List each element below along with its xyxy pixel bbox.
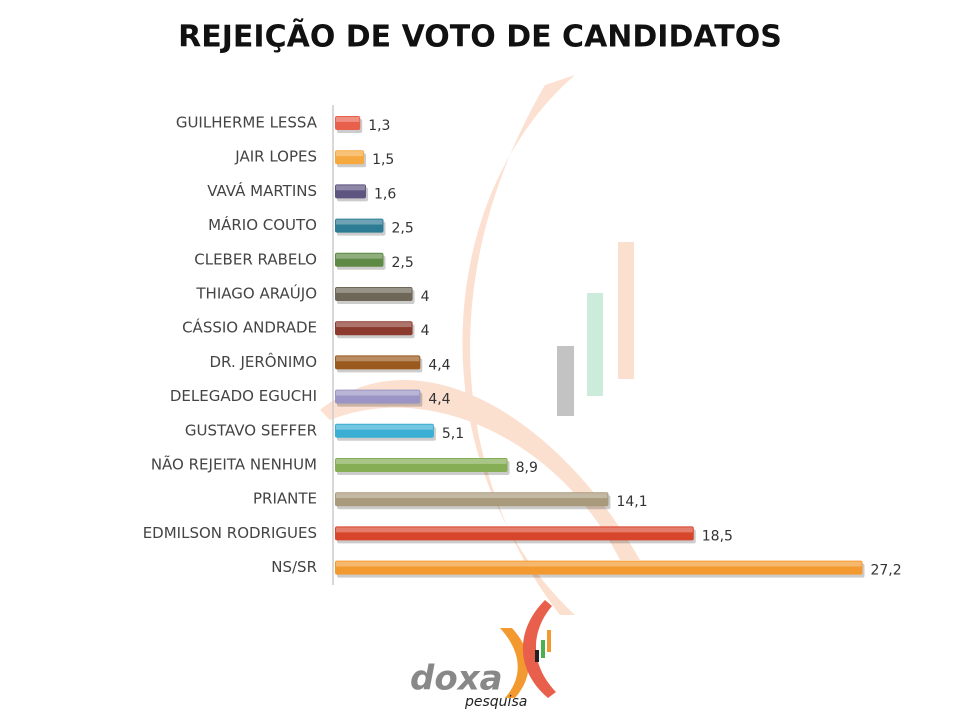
bar-highlight — [336, 117, 360, 122]
bar — [335, 287, 413, 301]
value-label: 4,4 — [428, 392, 450, 408]
bar-highlight — [336, 322, 412, 328]
value-label: 27,2 — [870, 563, 901, 579]
value-label: 4 — [421, 323, 430, 339]
bar-highlight — [336, 185, 366, 191]
category-label: CÁSSIO ANDRADE — [182, 318, 317, 337]
category-label: PRIANTE — [253, 490, 317, 508]
bar — [335, 116, 361, 130]
bar — [335, 218, 384, 233]
category-label: THIAGO ARAÚJO — [195, 284, 317, 303]
category-label: CLEBER RABELO — [194, 250, 317, 268]
bar-highlight — [336, 288, 412, 293]
bar — [335, 458, 508, 472]
category-label: NS/SR — [271, 558, 317, 576]
bar — [335, 560, 863, 575]
category-label: NÃO REJEITA NENHUM — [151, 455, 317, 474]
category-label: GUILHERME LESSA — [176, 114, 318, 132]
chart-title: REJEIÇÃO DE VOTO DE CANDIDATOS — [178, 18, 782, 55]
bar — [335, 526, 694, 541]
value-label: 8,9 — [516, 460, 538, 476]
bar — [335, 492, 609, 507]
category-label: DELEGADO EGUCHI — [170, 387, 317, 405]
logo: doxa pesquisa — [410, 600, 556, 710]
bar-highlight — [336, 253, 383, 259]
bar-highlight — [336, 527, 693, 533]
category-label: MÁRIO COUTO — [208, 215, 317, 234]
value-label: 4,4 — [428, 357, 450, 373]
category-label: EDMILSON RODRIGUES — [143, 524, 317, 542]
category-label: DR. JERÔNIMO — [210, 352, 318, 371]
value-label: 1,5 — [372, 152, 394, 168]
value-label: 1,6 — [374, 186, 396, 202]
value-label: 18,5 — [702, 528, 733, 544]
value-label: 2,5 — [391, 221, 413, 237]
category-label: VAVÁ MARTINS — [207, 181, 317, 200]
value-label: 4 — [421, 289, 430, 305]
logo-tagline: pesquisa — [464, 694, 527, 710]
bar — [335, 355, 421, 370]
bar — [335, 252, 384, 267]
bar-highlight — [336, 424, 433, 430]
bar-highlight — [336, 219, 383, 225]
value-label: 1,3 — [368, 118, 390, 134]
bar-highlight — [336, 151, 364, 157]
logo-name: doxa — [410, 659, 503, 699]
category-label: GUSTAVO SEFFER — [185, 421, 317, 439]
bar-highlight — [336, 356, 420, 362]
value-label: 14,1 — [616, 494, 647, 510]
bar-highlight — [336, 459, 507, 464]
bar-highlight — [336, 493, 608, 499]
bar — [335, 321, 413, 336]
bar — [335, 150, 365, 165]
bar — [335, 423, 434, 438]
bar — [335, 184, 367, 199]
value-label: 2,5 — [391, 255, 413, 271]
bar-highlight — [336, 561, 862, 567]
value-label: 5,1 — [442, 426, 464, 442]
bar — [335, 389, 421, 404]
bar-highlight — [336, 390, 420, 396]
category-label: JAIR LOPES — [234, 148, 317, 166]
